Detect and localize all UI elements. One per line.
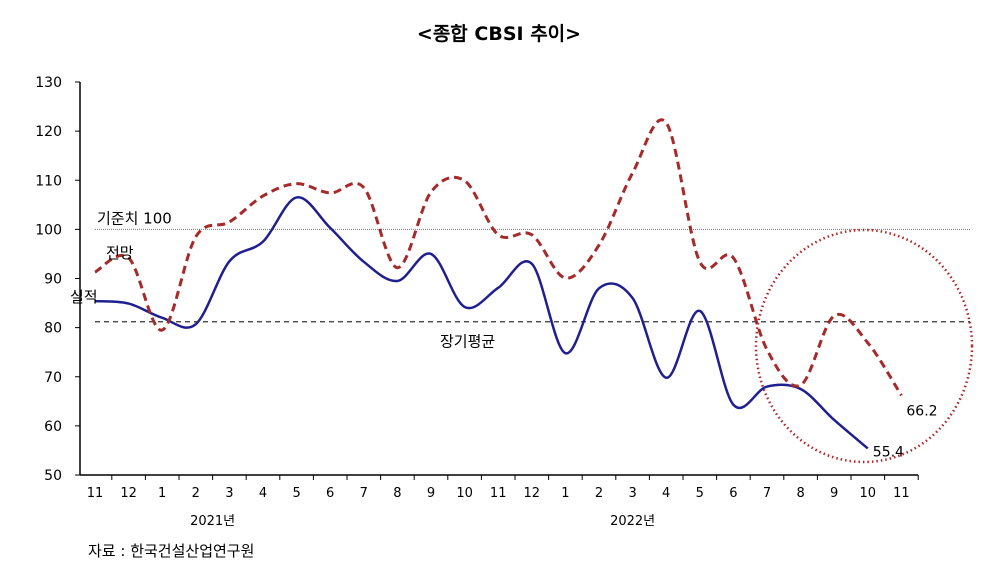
year-label: 2021년 (190, 514, 235, 529)
highlight-circle (754, 228, 974, 464)
long-term-average-label: 장기평균 (440, 333, 495, 351)
y-tick-label: 130 (35, 75, 62, 91)
baseline-label: 기준치 100 (97, 209, 172, 227)
x-tick-label: 8 (796, 486, 804, 501)
x-tick-label: 4 (259, 486, 267, 501)
y-tick-label: 70 (44, 370, 62, 386)
x-tick-label: 7 (360, 486, 368, 501)
chart-title: <종합 CBSI 추이> (417, 23, 581, 45)
x-tick-label: 9 (830, 486, 838, 501)
x-tick-label: 5 (292, 486, 300, 501)
x-tick-label: 8 (393, 486, 401, 501)
x-tick-label: 2 (595, 486, 603, 501)
y-tick-label: 80 (44, 321, 62, 337)
x-tick-label: 12 (524, 486, 541, 501)
x-tick-label: 11 (893, 486, 910, 501)
x-tick-label: 10 (860, 486, 877, 501)
x-tick-label: 9 (427, 486, 435, 501)
x-tick-label: 6 (326, 486, 334, 501)
x-tick-label: 5 (696, 486, 704, 501)
actual-series-line (94, 196, 869, 450)
y-tick-label: 110 (35, 173, 62, 189)
x-tick-label: 3 (628, 486, 636, 501)
x-tick-label: 4 (662, 486, 670, 501)
x-tick-label: 2 (192, 486, 200, 501)
x-tick-label: 10 (456, 486, 473, 501)
x-tick-label: 1 (561, 486, 569, 501)
forecast-series-line (94, 118, 903, 397)
x-tick-label: 3 (225, 486, 233, 501)
x-tick-label: 11 (490, 486, 507, 501)
actual-series-label: 실적 (70, 288, 98, 306)
source-note: 자료 : 한국건설산업연구원 (88, 542, 254, 560)
x-tick-label: 7 (763, 486, 771, 501)
y-tick-label: 120 (35, 124, 62, 140)
y-tick-label: 90 (44, 272, 62, 288)
y-tick-label: 60 (44, 419, 62, 435)
x-tick-label: 6 (729, 486, 737, 501)
forecast-series-label: 전망 (106, 244, 134, 262)
y-tick-label: 50 (44, 468, 62, 484)
y-tick-label: 100 (35, 222, 62, 238)
x-tick-label: 12 (120, 486, 137, 501)
x-tick-label: 11 (87, 486, 104, 501)
year-label: 2022년 (610, 514, 655, 529)
actual-end-label: 55.4 (873, 444, 904, 460)
x-tick-label: 1 (158, 486, 166, 501)
forecast-end-label: 66.2 (906, 403, 937, 419)
